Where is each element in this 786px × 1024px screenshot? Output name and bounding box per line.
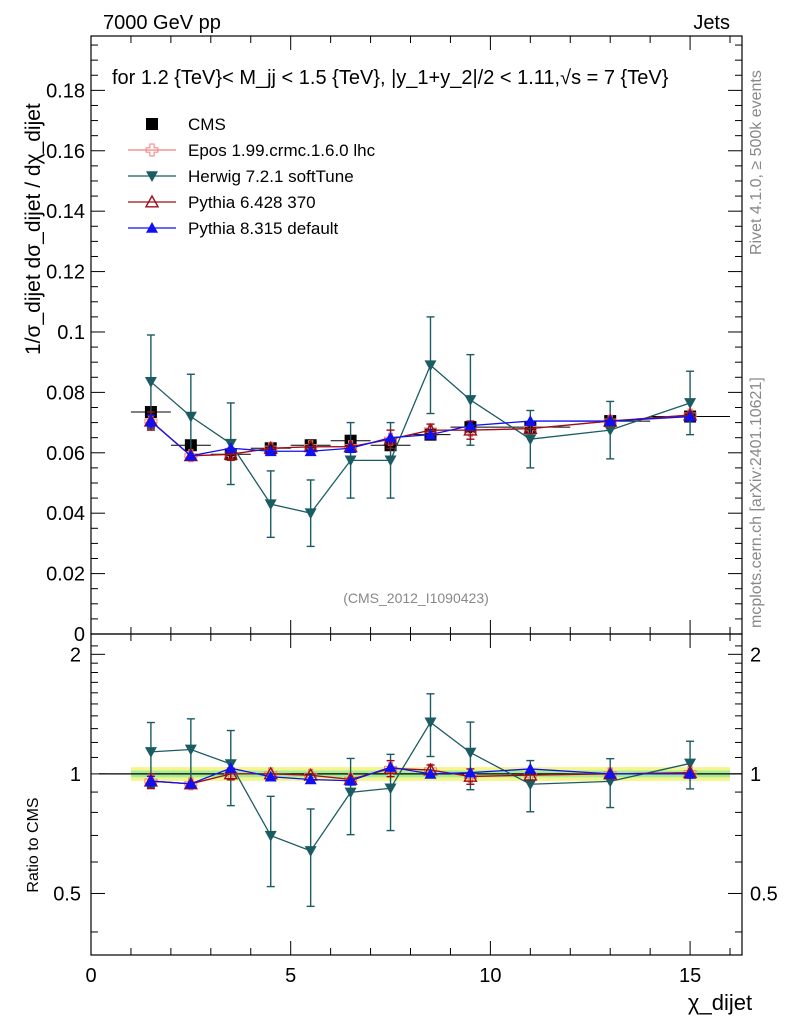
mc-point-marker [524, 762, 537, 774]
mc-point-marker [184, 449, 197, 461]
mc-point-marker [264, 499, 277, 511]
legend: CMS Epos 1.99.crmc.1.6.0 lhc Herwig 7.2.1 … [128, 115, 376, 238]
ratio-y-tick-label-right: 2 [750, 644, 761, 666]
mc-point-marker [604, 425, 617, 437]
legend-label: Pythia 8.315 default [188, 219, 339, 238]
ratio-y-tick-label-right: 0.5 [750, 883, 778, 905]
mc-point-marker [264, 770, 277, 782]
header-left: 7000 GeV pp [103, 12, 221, 34]
mc-point-marker [184, 411, 197, 423]
mc-point-marker [344, 442, 357, 454]
ratio-y-tick-label-right: 1 [750, 764, 761, 786]
y-tick-label: 0.14 [46, 201, 85, 223]
rivet-label: Rivet 4.1.0, ≥ 500k events [748, 70, 765, 255]
mc-point-marker [223, 766, 238, 780]
mc-point-marker [146, 222, 158, 233]
mc-point-marker [144, 415, 157, 426]
mc-point-marker [384, 431, 397, 443]
mc-point-marker [424, 360, 437, 372]
mc-point-marker [523, 767, 538, 781]
analysis-watermark: (CMS_2012_I1090423) [343, 590, 489, 606]
mc-point-marker [464, 395, 477, 406]
chart-title: for 1.2 {TeV}< M_jj < 1.5 {TeV}, |y_1+y_… [112, 67, 669, 89]
mc-point-marker [144, 377, 157, 388]
x-tick-label: 15 [679, 965, 701, 987]
mc-point-marker [224, 762, 237, 773]
mc-point-marker [384, 455, 397, 467]
legend-label: Epos 1.99.crmc.1.6.0 lhc [188, 141, 376, 160]
x-tick-label: 5 [285, 965, 296, 987]
header-right: Jets [693, 12, 730, 34]
ratio-series-line [150, 721, 691, 852]
data-point-marker [304, 439, 317, 452]
main-plot: 0 0.02 0.04 0.06 0.08 0.1 0.12 0.14 0.16 0.18 [46, 35, 743, 955]
mc-point-marker [144, 194, 160, 208]
legend-label: Pythia 6.428 370 [188, 193, 316, 212]
mc-point-marker [604, 767, 617, 779]
mc-point-marker [146, 171, 158, 182]
mc-point-marker [684, 410, 697, 422]
mc-point-marker [304, 508, 317, 520]
y-tick-label: 0 [74, 624, 85, 646]
ratio-y-tick-label-left: 2 [70, 644, 81, 666]
ratio-frame [90, 633, 743, 956]
y-tick-label: 0.1 [57, 322, 85, 344]
y-tick-label: 0.18 [46, 80, 85, 102]
series-line [150, 364, 691, 514]
mc-point-marker [145, 143, 159, 157]
mc-point-marker [304, 846, 317, 857]
x-tick-label: 0 [85, 965, 96, 987]
mc-point-marker [344, 787, 357, 799]
mc-point-marker [184, 744, 197, 756]
ratio-y-tick-label-left: 1 [70, 764, 81, 786]
mc-point-marker [144, 747, 157, 758]
mc-point-marker [684, 758, 697, 770]
ratio-plot: 0 5 10 15 0.5 0.5 1 1 2 2 [53, 633, 778, 987]
mc-point-marker [464, 419, 477, 431]
x-tick-label: 10 [479, 965, 501, 987]
y-tick-label: 0.04 [46, 503, 85, 525]
mc-point-marker [524, 415, 537, 426]
mc-point-marker [344, 774, 357, 786]
y-tick-label: 0.08 [46, 382, 85, 404]
mc-point-marker [604, 415, 617, 426]
mc-point-marker [264, 830, 277, 842]
mc-point-marker [144, 775, 157, 786]
mc-point-marker [424, 767, 437, 779]
x-axis-label: χ_dijet [688, 990, 752, 1015]
y-axis-label: 1/σ_dijet dσ_dijet / dχ_dijet [22, 103, 45, 355]
mc-point-marker [524, 779, 537, 791]
mc-point-marker [384, 783, 397, 795]
mc-point-marker [424, 717, 437, 729]
ratio-series-line [150, 766, 691, 785]
legend-label: Herwig 7.2.1 softTune [188, 167, 354, 186]
mc-point-marker [304, 445, 317, 457]
mcplots-label: mcplots.cern.ch [arXiv:2401.10621] [748, 377, 765, 628]
y-tick-label: 0.16 [46, 141, 85, 163]
ratio-y-label: Ratio to CMS [25, 797, 42, 892]
mc-point-marker [464, 766, 477, 778]
ratio-y-tick-label-left: 0.5 [53, 883, 81, 905]
mc-point-marker [524, 434, 537, 446]
mc-point-marker [304, 773, 317, 785]
legend-label: CMS [188, 115, 226, 134]
y-tick-label: 0.02 [46, 564, 85, 586]
mc-point-marker [424, 428, 437, 440]
mc-point-marker [523, 421, 538, 435]
mc-point-marker [464, 747, 477, 759]
data-point-marker [146, 118, 158, 130]
mc-point-marker [223, 446, 238, 460]
mc-point-marker [224, 442, 237, 454]
y-tick-label: 0.06 [46, 443, 85, 465]
mc-point-marker [344, 455, 357, 467]
series-line [150, 415, 691, 457]
mc-point-marker [384, 761, 397, 772]
mc-point-marker [264, 445, 277, 457]
mc-point-marker [184, 777, 197, 789]
y-tick-label: 0.12 [46, 262, 85, 284]
mc-point-marker [684, 767, 697, 779]
mc-point-marker [684, 398, 697, 409]
